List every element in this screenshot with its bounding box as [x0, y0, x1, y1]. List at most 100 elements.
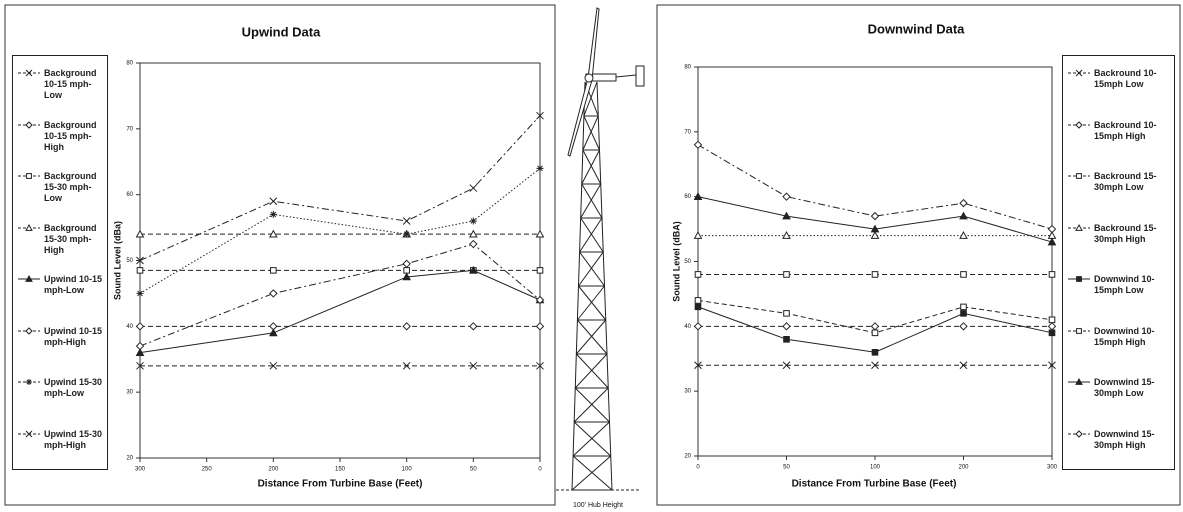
y-tick-label: 30 — [126, 390, 133, 396]
legend-swatch — [17, 68, 41, 78]
legend-entry: Backround 15-30mph High — [1067, 223, 1171, 245]
series-marker — [872, 349, 878, 355]
y-axis-label: Sound Level (dBa) — [112, 221, 122, 300]
y-tick-label: 20 — [126, 456, 133, 462]
legend-marker — [26, 225, 32, 230]
legend-entry: Backround 15-30mph Low — [1067, 171, 1171, 193]
series-marker — [403, 323, 410, 330]
legend-swatch — [1067, 68, 1091, 78]
x-axis-label: Distance From Turbine Base (Feet) — [792, 479, 957, 490]
series-marker — [1049, 323, 1056, 330]
x-tick-label: 100 — [870, 465, 881, 471]
series-line — [140, 168, 540, 293]
legend-entry: Downwind 15-30mph High — [1067, 429, 1171, 451]
series-marker — [695, 272, 701, 278]
legend-marker — [1077, 277, 1082, 282]
series-marker — [537, 165, 544, 172]
series-marker — [537, 268, 543, 274]
y-axis-label: Sound Level (dBA) — [671, 221, 681, 302]
y-tick-label: 60 — [684, 194, 691, 200]
legend-label: Background 10-15 mph-High — [44, 120, 104, 153]
series-marker — [1049, 272, 1055, 278]
legend-label: Upwind 10-15 mph-Low — [44, 274, 104, 296]
y-tick-label: 40 — [684, 324, 691, 330]
y-tick-label: 70 — [684, 129, 691, 135]
series-marker — [270, 211, 277, 218]
series-marker — [137, 323, 144, 330]
legend-marker — [26, 379, 32, 385]
tower-brace — [577, 286, 604, 320]
legend-label: Downwind 15-30mph High — [1094, 429, 1171, 451]
legend-label: Background 15-30 mph-High — [44, 223, 104, 256]
legend-swatch — [17, 223, 41, 233]
boom — [616, 75, 636, 77]
series-marker — [403, 218, 410, 225]
series-marker — [784, 272, 790, 278]
x-axis-label: Distance From Turbine Base (Feet) — [258, 479, 423, 490]
page: 100' Hub Height Upwind DataDistance From… — [0, 0, 1183, 512]
legend-label: Upwind 10-15 mph-High — [44, 326, 104, 348]
tower-brace — [574, 388, 608, 422]
x-tick-label: 50 — [783, 465, 790, 471]
plot-frame — [698, 67, 1052, 456]
series-marker — [470, 323, 477, 330]
x-tick-label: 100 — [402, 467, 413, 473]
series-line — [140, 244, 540, 346]
legend-label: Backround 10-15mph High — [1094, 120, 1171, 142]
series-marker — [872, 272, 878, 278]
series-marker — [270, 329, 277, 335]
legend-entry: Upwind 10-15 mph-High — [17, 326, 104, 348]
legend-swatch — [17, 171, 41, 181]
series-marker — [695, 141, 702, 148]
legend-swatch — [1067, 171, 1091, 181]
chart-title: Upwind Data — [242, 24, 321, 39]
legend-marker — [1076, 225, 1082, 230]
legend-swatch — [17, 429, 41, 439]
blade — [568, 78, 592, 156]
legend-entry: Background 15-30 mph-High — [17, 223, 104, 256]
series-marker — [271, 268, 277, 274]
figure: 100' Hub Height Upwind DataDistance From… — [0, 0, 1183, 512]
x-tick-label: 300 — [135, 467, 146, 473]
series-marker — [961, 311, 967, 317]
series-marker — [872, 213, 879, 220]
legend-entry: Downwind 10-15mph Low — [1067, 274, 1171, 296]
tower-brace — [576, 320, 605, 354]
legend-label: Upwind 15-30 mph-High — [44, 429, 104, 451]
legend-label: Background 10-15 mph-Low — [44, 68, 104, 101]
tower-brace — [582, 150, 600, 184]
series-marker — [960, 213, 967, 219]
series-marker — [960, 323, 967, 330]
series-marker — [137, 268, 143, 274]
legend-entry: Upwind 15-30 mph-High — [17, 429, 104, 451]
legend: Background 10-15 mph-Low Background 10-15… — [12, 55, 108, 470]
tower-brace — [573, 422, 609, 456]
legend-entry: Upwind 10-15 mph-Low — [17, 274, 104, 296]
series-marker — [783, 323, 790, 330]
series-marker — [537, 231, 544, 237]
series-marker — [470, 241, 477, 248]
legend-label: Background 15-30 mph-Low — [44, 171, 104, 204]
turbine — [556, 8, 644, 490]
y-tick-label: 60 — [126, 192, 133, 198]
tower-brace — [573, 456, 612, 490]
y-tick-label: 30 — [684, 389, 691, 395]
y-tick-label: 70 — [126, 126, 133, 132]
series-marker — [270, 198, 277, 205]
legend-marker — [1076, 122, 1082, 128]
legend-label: Downwind 10-15mph Low — [1094, 274, 1171, 296]
series-marker — [872, 323, 879, 330]
series-marker — [270, 290, 277, 297]
tower-brace — [580, 218, 602, 252]
x-tick-label: 250 — [202, 467, 213, 473]
legend: Backround 10-15mph Low Backround 10-15mph… — [1062, 55, 1175, 470]
tower-brace — [580, 252, 605, 286]
series-marker — [783, 193, 790, 200]
hub — [585, 74, 593, 82]
legend-swatch — [1067, 377, 1091, 387]
legend-label: Backround 10-15mph Low — [1094, 68, 1171, 90]
y-tick-label: 40 — [126, 324, 133, 330]
series-marker — [695, 298, 701, 304]
vane — [636, 66, 644, 86]
series-marker — [1049, 317, 1055, 323]
